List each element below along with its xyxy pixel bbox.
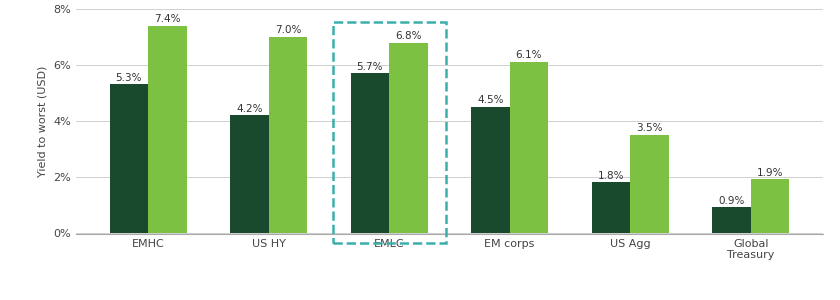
Bar [109,85,148,232]
Bar [269,37,307,232]
Text: 5.7%: 5.7% [357,61,383,72]
Text: 1.8%: 1.8% [597,171,624,181]
Bar [630,135,669,232]
Text: 7.4%: 7.4% [155,14,181,24]
Text: 6.8%: 6.8% [395,31,422,41]
Text: 0.9%: 0.9% [718,196,744,206]
Text: 5.3%: 5.3% [116,73,142,83]
Bar [471,107,510,232]
Text: 7.0%: 7.0% [275,25,301,35]
Text: 4.5%: 4.5% [477,95,504,105]
Bar [389,43,428,232]
Text: 4.2%: 4.2% [236,103,263,113]
Y-axis label: Yield to worst (USD): Yield to worst (USD) [38,66,47,177]
Text: 1.9%: 1.9% [757,168,783,178]
Bar [591,182,630,232]
Text: 3.5%: 3.5% [636,123,663,133]
Bar [751,179,790,233]
Bar [712,207,751,232]
Bar [350,73,389,232]
Bar [230,115,269,232]
Bar [148,26,186,232]
Bar [510,62,549,232]
Text: 6.1%: 6.1% [516,50,542,60]
